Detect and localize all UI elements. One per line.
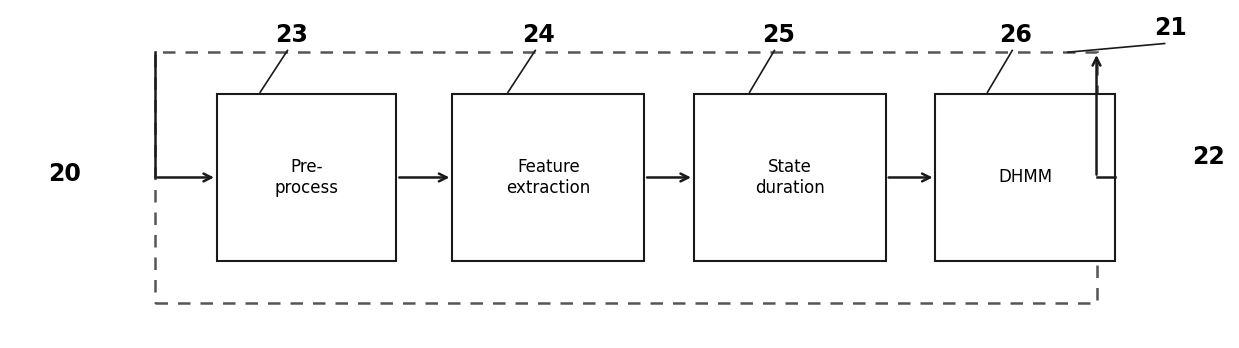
Text: 25: 25 [762, 23, 794, 47]
Text: 26: 26 [1000, 23, 1032, 47]
Bar [694, 94, 886, 261]
Text: 23: 23 [275, 23, 307, 47]
Text: Pre-
process: Pre- process [275, 158, 338, 197]
Text: 22: 22 [1192, 145, 1224, 168]
Bar [452, 94, 644, 261]
Text: State
duration: State duration [755, 158, 825, 197]
Text: 20: 20 [48, 162, 81, 186]
Text: Feature
extraction: Feature extraction [507, 158, 590, 197]
Bar [155, 52, 1097, 303]
Bar [935, 94, 1115, 261]
Text: DHMM: DHMM [999, 168, 1052, 187]
Bar [217, 94, 396, 261]
Text: 21: 21 [1155, 16, 1187, 40]
Text: 24: 24 [523, 23, 555, 47]
